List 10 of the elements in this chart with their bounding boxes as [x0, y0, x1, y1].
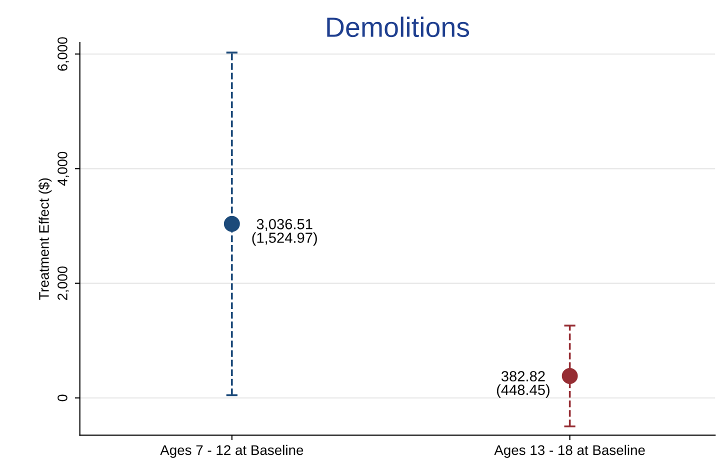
y-axis-title: Treatment Effect ($)	[38, 178, 52, 300]
chart-title: Demolitions	[327, 16, 470, 38]
y-tick-label: 4,000	[58, 152, 70, 186]
x-tick-label: Ages 13 - 18 at Baseline	[494, 444, 645, 458]
x-tick-label: Ages 7 - 12 at Baseline	[160, 444, 304, 458]
data-label: 3,036.51 (1,524.97)	[252, 219, 317, 246]
y-tick-label: 6,000	[58, 37, 70, 71]
data-label: 382.82 (448.45)	[496, 371, 550, 398]
y-tick-label: 0	[58, 394, 68, 402]
y-tick-label: 2,000	[58, 266, 70, 300]
